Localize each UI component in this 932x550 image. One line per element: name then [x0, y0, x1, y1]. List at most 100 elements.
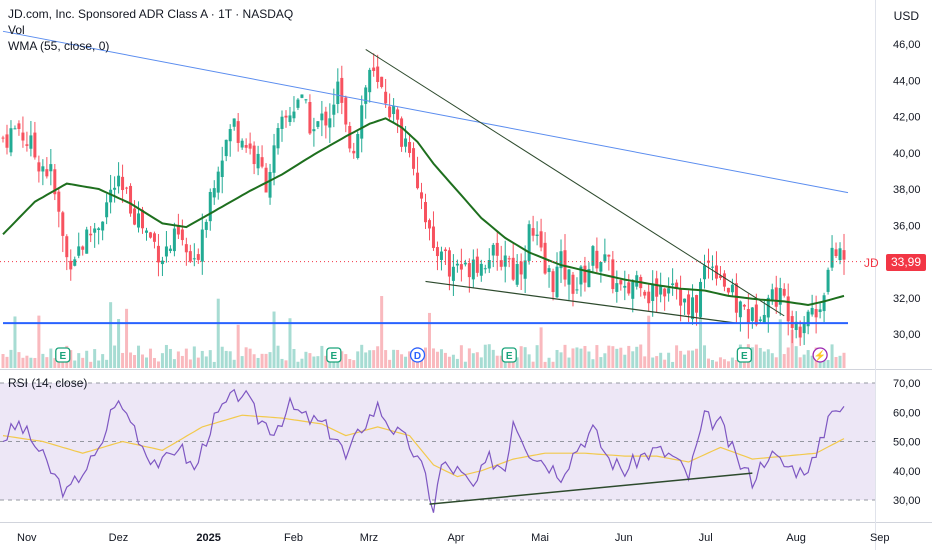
- candle-body: [742, 304, 746, 307]
- candle-body: [479, 263, 483, 276]
- candle-body: [615, 283, 619, 292]
- volume-bar: [388, 359, 392, 368]
- candle-body: [17, 123, 21, 129]
- volume-bar: [671, 361, 675, 368]
- volume-bar: [754, 344, 758, 368]
- earnings-marker: [736, 347, 753, 363]
- candle-body: [551, 271, 555, 293]
- volume-bar: [244, 347, 248, 368]
- volume-bar: [547, 357, 551, 368]
- volume-bar: [734, 359, 738, 368]
- volume-bar: [17, 352, 21, 368]
- candle-body: [408, 141, 412, 153]
- candle-body: [368, 69, 372, 93]
- volume-bar: [479, 357, 483, 368]
- candle-body: [264, 167, 268, 193]
- candle-body: [77, 246, 81, 256]
- volume-bar: [137, 345, 141, 368]
- volume-bar: [766, 349, 770, 368]
- candle-body: [81, 246, 85, 250]
- candle-body: [1, 137, 5, 139]
- volume-bar: [424, 347, 427, 368]
- volume-bar: [651, 357, 655, 368]
- volume-bar: [639, 344, 643, 368]
- candle-body: [599, 261, 603, 272]
- volume-bar: [559, 352, 563, 368]
- volume-bar: [726, 361, 730, 368]
- volume-bar: [790, 330, 794, 368]
- symbol-tag: JD: [864, 256, 879, 270]
- time-tick-label: Mai: [531, 532, 549, 544]
- candle-body: [148, 232, 152, 238]
- volume-bar: [332, 358, 336, 368]
- candle-body: [503, 255, 507, 267]
- volume-bar: [300, 358, 304, 368]
- volume-bar: [320, 345, 324, 368]
- candle-body: [160, 260, 164, 265]
- volume-bar: [495, 355, 499, 368]
- candle-body: [232, 118, 236, 127]
- volume-bar: [212, 361, 216, 368]
- rsi-legend[interactable]: RSI (14, close): [8, 376, 88, 390]
- rsi-tick-label: 70,00: [893, 378, 921, 390]
- volume-bar: [810, 355, 814, 368]
- volume-bar: [519, 346, 523, 368]
- candle-body: [372, 67, 376, 71]
- candle-body: [487, 260, 491, 269]
- volume-bar: [81, 357, 85, 368]
- candle-body: [754, 304, 758, 325]
- candle-body: [687, 294, 691, 315]
- volume-bar: [69, 350, 73, 368]
- volume-bar: [427, 312, 431, 368]
- candle-body: [603, 254, 607, 262]
- volume-bar: [583, 345, 587, 368]
- volume-bar: [571, 348, 575, 368]
- volume-bar: [483, 344, 487, 368]
- event-marker-label: E: [506, 351, 513, 362]
- candle-body: [164, 246, 168, 257]
- volume-bar: [627, 345, 631, 368]
- symbol-title[interactable]: JD.com, Inc. Sponsored ADR Class A · 1T …: [8, 7, 294, 21]
- volume-bar: [97, 360, 101, 368]
- candle-body: [806, 311, 810, 327]
- candle-body: [156, 245, 160, 263]
- candle-body: [308, 102, 312, 134]
- wma-legend[interactable]: WMA (55, close, 0): [8, 39, 110, 53]
- candle-body: [607, 254, 611, 257]
- volume-bar: [802, 354, 806, 368]
- volume-bar: [360, 344, 364, 368]
- volume-legend[interactable]: Vol: [8, 23, 25, 37]
- volume-bar: [758, 347, 762, 368]
- currency-label[interactable]: USD: [893, 9, 919, 23]
- volume-bar: [9, 349, 13, 368]
- volume-bar: [188, 359, 192, 368]
- volume-bar: [539, 327, 543, 368]
- volume-bar: [57, 361, 61, 368]
- volume-bar: [631, 351, 635, 368]
- candle-body: [5, 134, 9, 148]
- candle-body: [691, 297, 695, 320]
- candle-body: [328, 118, 332, 128]
- candle-body: [774, 287, 778, 307]
- volume-bar: [531, 361, 535, 368]
- volume-bar: [33, 357, 37, 368]
- volume-bar: [591, 359, 595, 368]
- candle-body: [61, 212, 65, 236]
- volume-bar: [49, 348, 53, 368]
- candle-body: [531, 228, 535, 236]
- volume-bar: [599, 357, 603, 368]
- candle-body: [507, 258, 511, 260]
- candle-body: [627, 282, 631, 294]
- volume-bar: [37, 315, 41, 368]
- candle-body: [519, 261, 523, 275]
- volume-bar: [463, 361, 467, 368]
- volume-bar: [272, 311, 276, 368]
- volume-bar: [643, 356, 647, 368]
- candle-body: [703, 265, 707, 280]
- candle-body: [671, 283, 675, 286]
- candle-body: [256, 153, 260, 169]
- candle-body: [675, 282, 679, 288]
- candle-body: [451, 266, 455, 281]
- candle-body: [105, 202, 109, 218]
